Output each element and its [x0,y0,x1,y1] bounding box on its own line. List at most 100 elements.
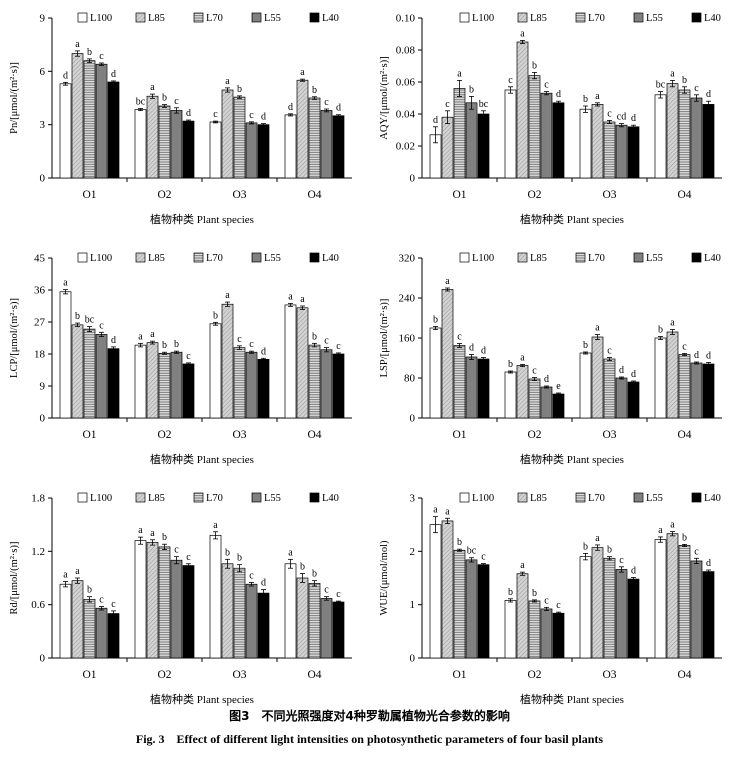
significance-letter: c [619,555,624,566]
legend-swatch-l55 [633,12,644,23]
significance-letter: c [694,546,699,557]
x-tick-label: O3 [602,189,616,201]
legend-swatch-l40 [691,492,702,503]
y-tick-label: 1 [410,599,416,611]
significance-letter: a [63,278,68,289]
significance-letter: a [75,39,80,50]
legend-label-l55: L55 [264,493,281,504]
significance-letter: c [481,552,486,563]
bar-l40-o4 [332,353,345,419]
legend-label-l85: L85 [530,253,547,264]
legend-swatch-l85 [135,12,146,23]
bar-l85-o1 [441,520,454,659]
bar-l40-o3 [257,592,270,659]
y-tick-label: 0 [410,173,416,185]
significance-letter: a [225,290,230,301]
legend-swatch-l55 [251,252,262,263]
significance-letter: b [508,587,513,598]
y-tick-label: 0 [40,653,46,665]
legend-label-l55: L55 [646,493,663,504]
significance-letter: c [324,585,329,596]
bar-l100-o4 [654,539,667,659]
significance-letter: c [174,545,179,556]
legend-swatch-l85 [517,12,528,23]
y-axis-label: LSP/[μmol/(m²·s)] [379,299,390,378]
bar-l40-o4 [702,104,715,179]
bar-l85-o1 [71,53,84,179]
panel-lcp: 0 9 18 27 36 45 LCP/[μmol/(m²·s)] O1 a b bc c d O2 a a b… [0,240,369,482]
significance-letter: a [300,294,305,305]
significance-letter: b [237,553,242,564]
significance-letter: d [631,113,636,124]
bar-l85-o3 [221,303,234,419]
significance-letter: b [583,541,588,552]
legend-label-l100: L100 [90,253,112,264]
legend-swatch-l100 [77,492,88,503]
bar-l100-o2 [504,371,517,419]
x-tick-label: O4 [677,429,691,441]
significance-letter: b [532,588,537,599]
bar-l70-o1 [83,60,96,179]
bar-l70-o2 [528,600,541,659]
bar-l40-o2 [182,565,195,659]
bar-l100-o2 [504,600,517,659]
bar-l100-o2 [504,89,517,179]
significance-letter: c [607,346,612,357]
significance-letter: d [63,70,68,81]
bar-l85-o2 [516,41,529,179]
legend-label-l40: L40 [704,13,721,24]
legend-label-l85: L85 [148,253,165,264]
legend-swatch-l40 [691,12,702,23]
legend-label-l85: L85 [148,13,165,24]
bar-l40-o3 [627,126,640,179]
significance-letter: d [544,374,549,385]
significance-letter: c [556,600,561,611]
legend-swatch-l85 [517,252,528,263]
significance-letter: a [150,82,155,93]
significance-letter: d [556,89,561,100]
bar-l70-o3 [603,557,616,659]
x-tick-label: O1 [82,669,96,681]
chart-svg-aqy: 0 0.02 0.04 0.06 0.08 0.10 AQY/[μmol/(m²·s)] O1… [379,12,722,226]
significance-letter: a [670,68,675,79]
significance-letter: c [99,51,104,62]
significance-letter: d [469,343,474,354]
bar-l40-o3 [627,578,640,659]
bar-l40-o4 [332,601,345,659]
bar-l85-o1 [441,116,454,179]
significance-letter: a [63,570,68,581]
bar-l55-o1 [95,334,108,419]
significance-letter: a [520,560,525,571]
bar-l55-o4 [690,362,703,419]
bar-l55-o1 [465,102,478,179]
x-axis-label: 植物种类 Plant species [150,212,254,226]
y-tick-label: 0.6 [31,599,45,611]
significance-letter: b [162,340,167,351]
bar-l85-o2 [146,95,159,179]
legend-label-l70: L70 [588,493,605,504]
bar-l55-o2 [540,92,553,179]
bar-l100-o2 [134,540,147,659]
bar-l70-o3 [233,347,246,419]
legend-label-l55: L55 [646,253,663,264]
bar-l40-o1 [477,564,490,659]
bar-l55-o4 [320,110,333,179]
bar-l55-o2 [540,608,553,659]
y-tick-label: 0.04 [396,109,416,121]
x-tick-label: O4 [677,189,691,201]
significance-letter: a [445,276,450,287]
panel-pn: 0 3 6 9 Pn/[μmol/(m²·s)] O1 d a b c d O2 bc a b c d O3 c a b… [0,0,369,242]
x-tick-label: O3 [602,669,616,681]
significance-letter: c [508,75,513,86]
x-tick-label: O1 [452,189,466,201]
significance-letter: a [520,353,525,364]
bar-l40-o1 [107,348,120,419]
bar-l85-o3 [591,104,604,179]
significance-letter: d [261,346,266,357]
y-tick-label: 240 [399,293,416,305]
significance-letter: a [670,318,675,329]
x-tick-label: O2 [157,429,171,441]
